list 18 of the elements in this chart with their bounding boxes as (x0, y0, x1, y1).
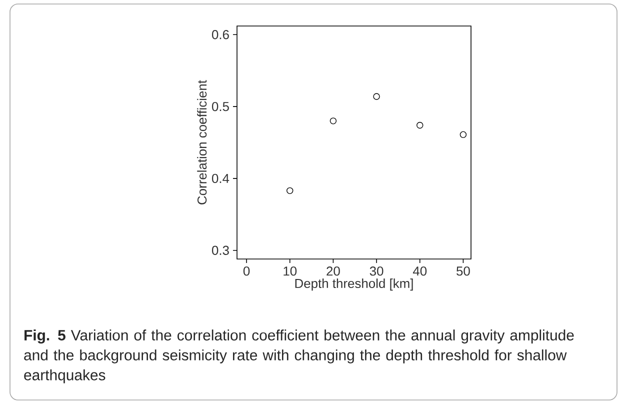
point (416, 122, 424, 129)
y-axis-title: Correlation coefficient (197, 80, 207, 204)
x-axis-title: Depth threshold [km] (295, 278, 413, 291)
y-tick-label: 0.5 (212, 102, 229, 112)
x-tick-label: 20 (326, 266, 340, 276)
x-tick-label: 10 (284, 266, 297, 276)
text: Fig. 5 Variation of the correlation coefficient between the annual gravity amplitude and the background seismicity rate with changing the depth threshold for shallow earthquakes (24, 330, 574, 384)
point (373, 93, 380, 100)
x-tick-label: 30 (370, 266, 384, 276)
y-tick-label: 0.6 (212, 30, 229, 40)
x-tick-label: 50 (456, 266, 470, 276)
point (460, 131, 467, 138)
y-tick-label: 0.4 (212, 174, 230, 184)
point (286, 187, 294, 194)
point (330, 118, 337, 124)
y-tick-label: 0.3 (212, 246, 229, 255)
x-tick-label: 0 (243, 266, 250, 276)
x-tick-label: 40 (412, 266, 427, 276)
